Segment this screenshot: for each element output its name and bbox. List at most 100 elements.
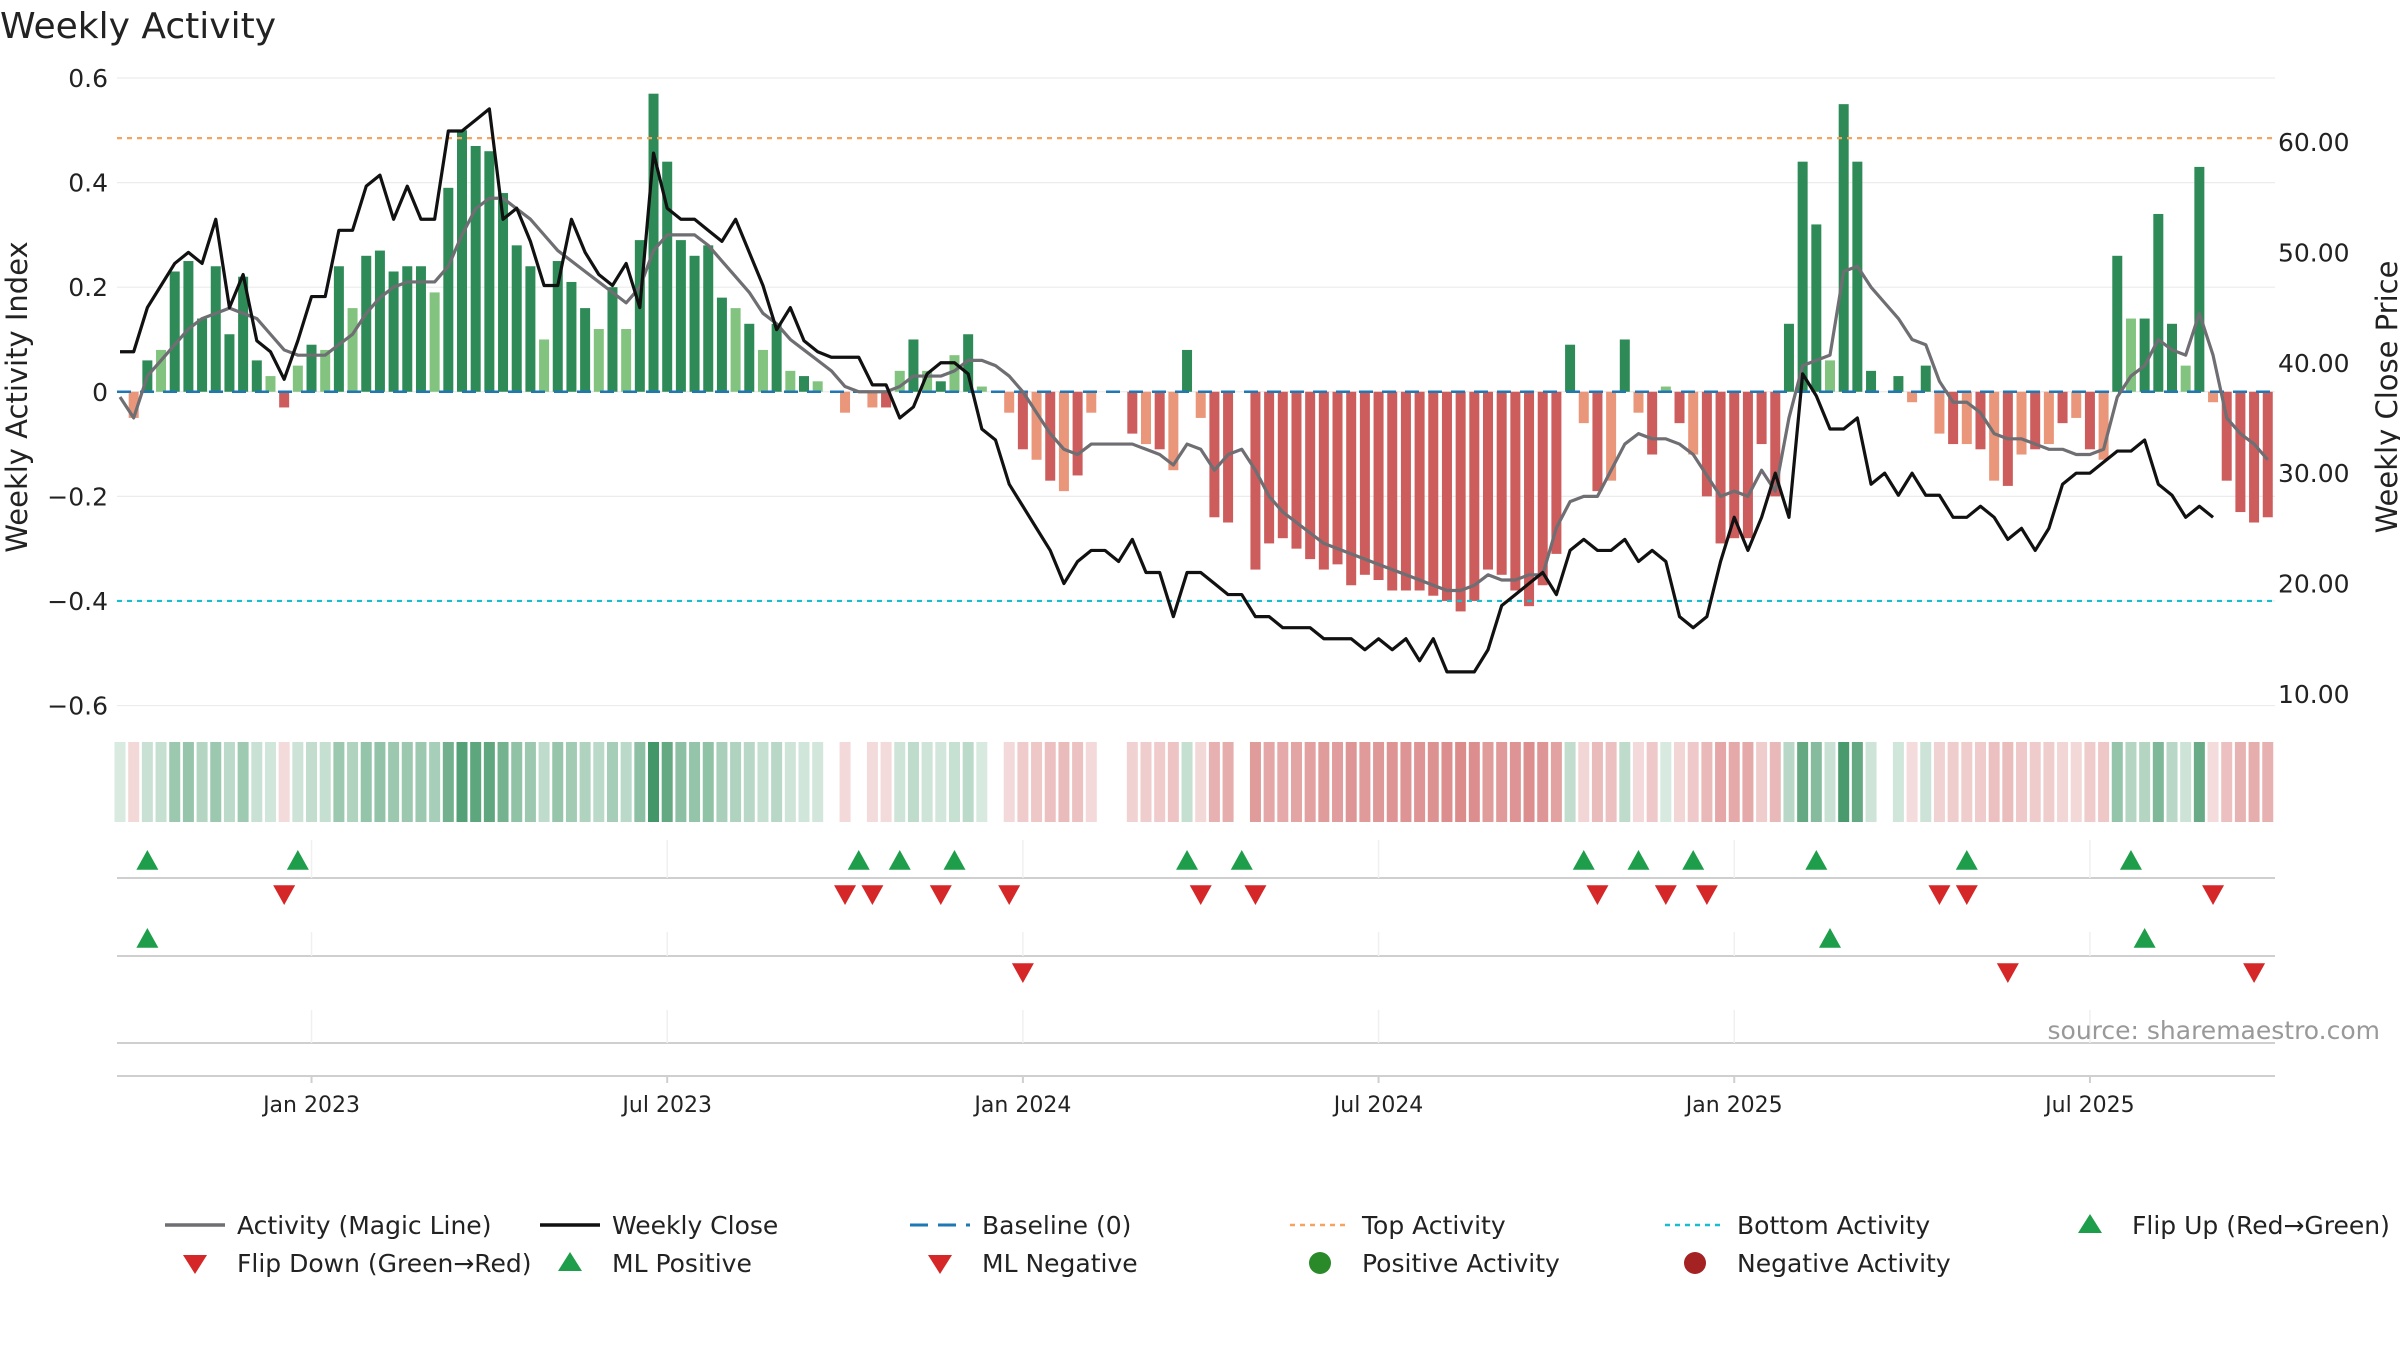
x-tick-label: Jul 2025 <box>2043 1093 2135 1118</box>
activity-bar <box>1182 349 1193 392</box>
activity-bar <box>963 334 974 392</box>
legend-swatch <box>558 1252 582 1271</box>
heat-cell <box>442 742 454 822</box>
activity-bar <box>607 287 618 392</box>
heat-cell <box>2084 742 2096 822</box>
activity-bar <box>402 266 413 392</box>
activity-bar <box>1441 391 1452 601</box>
heat-cell <box>1304 742 1316 822</box>
heat-cell <box>1126 742 1138 822</box>
heat-cell <box>689 742 701 822</box>
activity-bar <box>388 271 399 392</box>
heat-cell <box>1674 742 1686 822</box>
heat-cell <box>648 742 660 822</box>
activity-bar <box>539 339 550 392</box>
heat-cell <box>1578 742 1590 822</box>
heat-cell <box>2002 742 2014 822</box>
heat-cell <box>401 742 413 822</box>
heat-cell <box>1509 742 1521 822</box>
legend-item: Negative Activity <box>1684 1249 1951 1278</box>
heat-cell <box>593 742 605 822</box>
legend-label: Baseline (0) <box>982 1211 1131 1240</box>
heat-cell <box>921 742 933 822</box>
activity-bar <box>2084 391 2095 450</box>
heat-cell <box>1468 742 1480 822</box>
activity-bar <box>1264 391 1275 544</box>
heat-cell <box>2125 742 2137 822</box>
heat-cell <box>976 742 988 822</box>
heat-cell <box>2111 742 2123 822</box>
activity-bar <box>1332 391 1343 565</box>
activity-bar <box>361 255 372 392</box>
activity-bar <box>1606 391 1617 481</box>
flip-down-marker <box>834 885 857 905</box>
heat-cell <box>497 742 509 822</box>
heat-cell <box>634 742 646 822</box>
heat-cell <box>1482 742 1494 822</box>
activity-bar <box>1934 391 1945 434</box>
activity-bar <box>2208 391 2219 403</box>
activity-bar <box>785 370 796 392</box>
heat-cell <box>1947 742 1959 822</box>
activity-bar <box>1058 391 1069 492</box>
flip-down-marker <box>861 885 884 905</box>
heat-cell <box>1591 742 1603 822</box>
heat-cell <box>579 742 591 822</box>
heat-cell <box>1140 742 1152 822</box>
legend-label: Weekly Close <box>612 1211 778 1240</box>
activity-bar <box>1318 391 1329 570</box>
heat-cell <box>1920 742 1932 822</box>
heat-cell <box>196 742 208 822</box>
activity-bar <box>1551 391 1562 554</box>
activity-bar <box>292 365 303 392</box>
activity-bar <box>1072 391 1083 476</box>
activity-bar <box>197 318 208 392</box>
heat-cell <box>374 742 386 822</box>
activity-bar <box>1948 391 1959 445</box>
axes-layer: 0.6 0.4 0.2 0 −0.2 −0.4 −0.6 60.00 50.00 40.00 30.… <box>0 64 2400 1118</box>
heat-cell <box>319 742 331 822</box>
heat-cell <box>155 742 167 822</box>
y-axis-title: Weekly Activity Index <box>0 241 34 552</box>
heat-cell <box>1455 742 1467 822</box>
activity-bar <box>716 297 727 392</box>
heat-cell <box>620 742 632 822</box>
legend-item: Top Activity <box>1290 1211 1506 1240</box>
y-tick-label: 0.2 <box>68 273 108 302</box>
activity-bar <box>922 370 933 392</box>
activity-bar <box>333 266 344 392</box>
legend-swatch <box>1684 1252 1706 1274</box>
activity-bar <box>347 308 358 392</box>
heat-cell <box>1564 742 1576 822</box>
heat-cell <box>141 742 153 822</box>
heat-cell <box>812 742 824 822</box>
heat-cell <box>1646 742 1658 822</box>
activity-bar <box>1250 391 1261 570</box>
activity-bar <box>1797 161 1808 392</box>
heat-cell <box>894 742 906 822</box>
activity-bar <box>1647 391 1658 455</box>
y-tick-label: 0.4 <box>68 169 108 198</box>
activity-bar <box>593 329 604 392</box>
activity-bar <box>1223 391 1234 523</box>
legend-item: ML Positive <box>558 1249 752 1278</box>
y2-tick-label: 30.00 <box>2278 459 2350 488</box>
heat-cell <box>1865 742 1877 822</box>
activity-bar <box>1469 391 1480 601</box>
heat-cell <box>948 742 960 822</box>
ml-negative-marker <box>1996 963 2019 983</box>
heat-cell <box>1359 742 1371 822</box>
activity-bar <box>1989 391 2000 481</box>
heat-cell <box>2139 742 2151 822</box>
activity-heat-strip <box>114 742 2274 822</box>
flip-down-marker <box>1189 885 1212 905</box>
heat-cell <box>1715 742 1727 822</box>
x-tick-label: Jan 2025 <box>1684 1093 1783 1118</box>
ml-negative-marker <box>1011 963 1034 983</box>
y2-tick-label: 50.00 <box>2278 238 2350 267</box>
activity-bar <box>265 376 276 392</box>
activity-bar <box>429 292 440 392</box>
heat-cell <box>1632 742 1644 822</box>
